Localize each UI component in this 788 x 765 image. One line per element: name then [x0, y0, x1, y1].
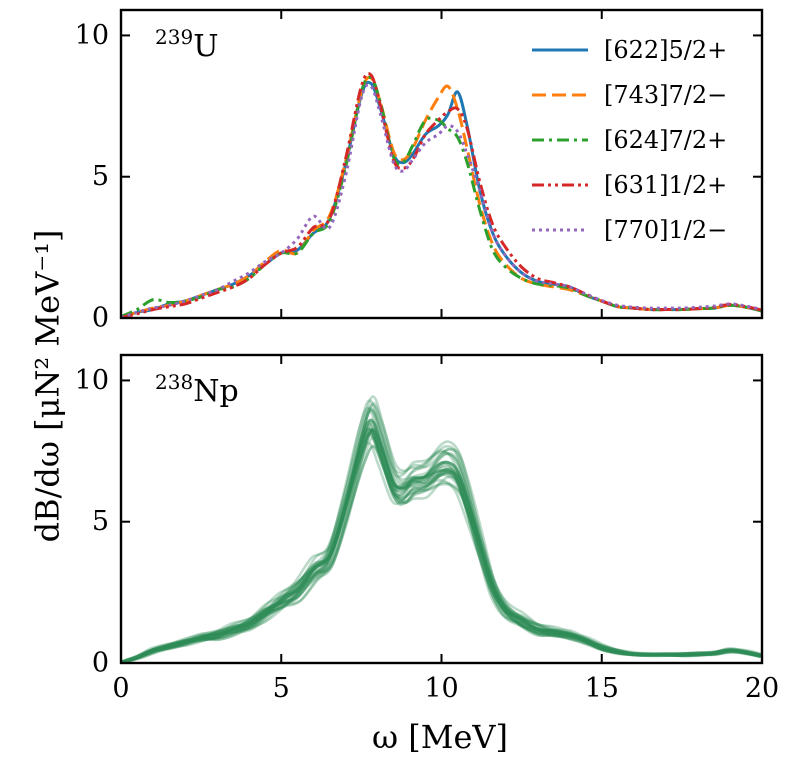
y-tick-label: 5	[92, 506, 109, 537]
x-axis-label: ω [MeV]	[372, 718, 508, 756]
y-tick-label: 10	[75, 365, 109, 396]
x-tick-label: 10	[424, 673, 458, 704]
panel-u239: 0 5 10 239U [622]5/2+ [743]7/2− [624]7/2+ [631]…	[75, 8, 764, 334]
plot-lines	[121, 71, 762, 318]
legend-label: [622]5/2+	[604, 36, 727, 64]
y-tick-label: 0	[92, 303, 109, 334]
y-axis-label: dB/dω [μN² MeV⁻¹]	[29, 230, 67, 543]
series-line-1	[121, 80, 762, 318]
ensemble-line	[122, 395, 762, 663]
series-line-5	[121, 83, 762, 318]
x-tick-label: 5	[273, 673, 290, 704]
x-tick-label: 15	[585, 673, 619, 704]
ensemble-central-line	[121, 418, 762, 663]
series-line-4	[121, 71, 762, 318]
mass-number: 238	[155, 370, 193, 394]
y-tick-label: 10	[75, 20, 109, 51]
y-tick-label: 0	[92, 648, 109, 679]
element-symbol: Np	[193, 374, 238, 409]
ensemble-line	[121, 407, 762, 663]
x-tick-label: 20	[745, 673, 779, 704]
legend: [622]5/2+ [743]7/2− [624]7/2+ [631]1/2+ [770…	[532, 36, 727, 244]
mass-number: 239	[155, 25, 193, 49]
panel-label: 238Np	[155, 370, 239, 409]
legend-label: [624]7/2+	[604, 126, 727, 154]
x-tick-label: 0	[112, 673, 129, 704]
y-tick-label: 5	[92, 161, 109, 192]
panel-label: 239U	[155, 25, 218, 64]
panel-np238: 0 5 10 15 20 0 5 10 238Np	[75, 353, 779, 704]
element-symbol: U	[193, 29, 218, 64]
legend-label: [770]1/2−	[604, 216, 727, 244]
plot-lines	[121, 395, 762, 663]
ensemble-line	[121, 423, 762, 663]
ensemble-line	[121, 399, 761, 663]
legend-label: [743]7/2−	[604, 81, 727, 109]
legend-label: [631]1/2+	[604, 171, 727, 199]
ensemble-line	[122, 420, 762, 663]
